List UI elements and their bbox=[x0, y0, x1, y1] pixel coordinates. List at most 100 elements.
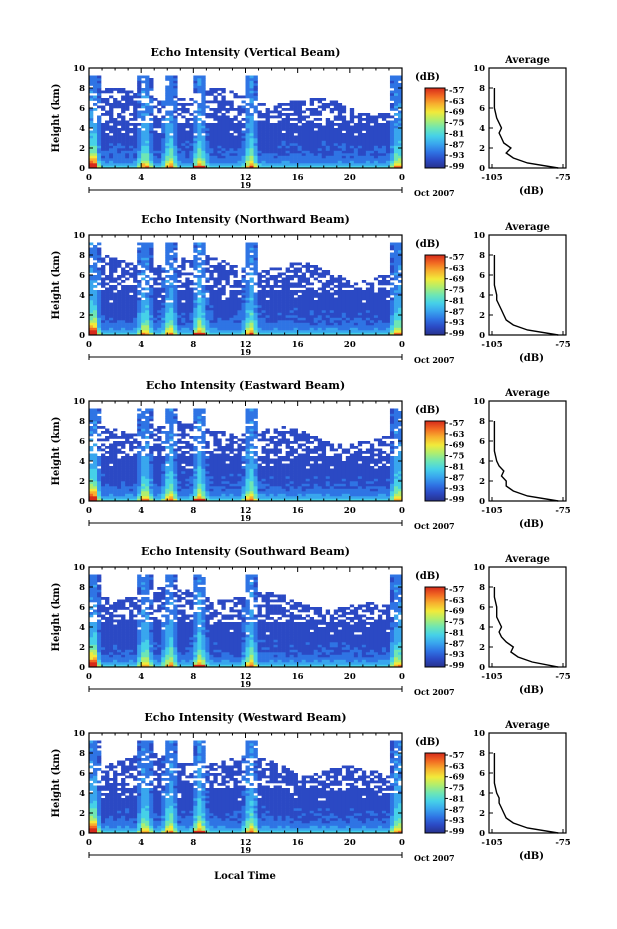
x-tick-label: 8 bbox=[190, 838, 196, 848]
avg-y-tick-label: 8 bbox=[479, 583, 485, 593]
panel-title: Echo Intensity (Eastward Beam) bbox=[146, 379, 345, 392]
colorbar-tick-label: -99 bbox=[449, 495, 464, 505]
colorbar-tick-label: -57 bbox=[449, 419, 464, 429]
x-tick-label: 0 bbox=[399, 340, 405, 350]
x-tick-label: 20 bbox=[344, 506, 356, 516]
avg-x-tick-label: -105 bbox=[481, 173, 502, 183]
average-frame bbox=[488, 566, 567, 668]
day-label: 19 bbox=[240, 513, 252, 523]
x-tick-label: 0 bbox=[86, 672, 92, 682]
y-tick-label: 6 bbox=[79, 603, 85, 613]
colorbar-tick-label: -63 bbox=[449, 762, 464, 772]
avg-x-label: (dB) bbox=[519, 519, 544, 530]
colorbar-tick-label: -87 bbox=[449, 473, 464, 483]
day-label: 19 bbox=[240, 679, 252, 689]
y-tick-label: 10 bbox=[73, 563, 85, 573]
y-axis-label: Height (km) bbox=[51, 84, 62, 153]
colorbar-tick-label: -99 bbox=[449, 162, 464, 172]
x-tick-label: 8 bbox=[190, 340, 196, 350]
x-tick-label: 20 bbox=[344, 173, 356, 183]
x-tick-label: 20 bbox=[344, 838, 356, 848]
x-tick-label: 16 bbox=[292, 506, 304, 516]
colorbar-tick-label: -75 bbox=[449, 452, 464, 462]
y-tick-label: 2 bbox=[79, 477, 85, 487]
avg-y-tick-label: 6 bbox=[479, 769, 485, 779]
average-title: Average bbox=[504, 222, 550, 233]
colorbar-tick-label: -81 bbox=[449, 462, 464, 472]
avg-y-tick-label: 8 bbox=[479, 251, 485, 261]
day-label: 19 bbox=[240, 347, 252, 357]
panel-title: Echo Intensity (Vertical Beam) bbox=[150, 46, 340, 59]
date-label: Oct 2007 bbox=[414, 355, 455, 365]
avg-x-tick-label: -75 bbox=[555, 340, 570, 350]
colorbar-tick-label: -69 bbox=[449, 607, 464, 617]
average-profile-line bbox=[493, 587, 559, 668]
average-title: Average bbox=[504, 720, 550, 731]
colorbar-units: (dB) bbox=[415, 737, 440, 748]
avg-y-tick-label: 10 bbox=[473, 397, 485, 407]
avg-y-tick-label: 2 bbox=[479, 643, 485, 653]
avg-y-tick-label: 10 bbox=[473, 64, 485, 74]
y-tick-label: 8 bbox=[79, 84, 85, 94]
colorbar-tick-label: -63 bbox=[449, 97, 464, 107]
colorbar-tick-label: -93 bbox=[449, 650, 464, 660]
colorbar-tick-label: -93 bbox=[449, 151, 464, 161]
colorbar-tick-label: -63 bbox=[449, 264, 464, 274]
y-tick-label: 2 bbox=[79, 809, 85, 819]
colorbar-tick-label: -75 bbox=[449, 784, 464, 794]
y-tick-label: 0 bbox=[79, 331, 85, 341]
heatmap-field bbox=[89, 408, 403, 502]
colorbar-tick-label: -87 bbox=[449, 805, 464, 815]
y-axis-label: Height (km) bbox=[51, 583, 62, 652]
avg-x-tick-label: -75 bbox=[555, 506, 570, 516]
x-tick-label: 8 bbox=[190, 672, 196, 682]
panel-3: Echo Intensity (Eastward Beam) 0 2 4 6 8 10 Hei… bbox=[51, 379, 571, 531]
colorbar-tick-label: -87 bbox=[449, 140, 464, 150]
colorbar bbox=[424, 420, 446, 502]
colorbar-tick-label: -81 bbox=[449, 794, 464, 804]
avg-y-tick-label: 4 bbox=[479, 291, 485, 301]
panel-1: Echo Intensity (Vertical Beam) 0 2 4 6 8 10 Hei… bbox=[51, 46, 571, 198]
avg-x-tick-label: -75 bbox=[555, 672, 570, 682]
avg-y-tick-label: 0 bbox=[479, 829, 485, 839]
colorbar-tick-label: -99 bbox=[449, 661, 464, 671]
avg-y-tick-label: 8 bbox=[479, 749, 485, 759]
colorbar-tick-label: -69 bbox=[449, 108, 464, 118]
average-frame bbox=[488, 234, 567, 336]
x-tick-label: 20 bbox=[344, 672, 356, 682]
avg-y-tick-label: 6 bbox=[479, 437, 485, 447]
y-tick-label: 6 bbox=[79, 437, 85, 447]
avg-y-tick-label: 4 bbox=[479, 789, 485, 799]
colorbar-tick-label: -69 bbox=[449, 773, 464, 783]
colorbar bbox=[424, 254, 446, 336]
y-axis-label: Height (km) bbox=[51, 749, 62, 818]
y-tick-label: 0 bbox=[79, 164, 85, 174]
colorbar-tick-label: -93 bbox=[449, 318, 464, 328]
y-tick-label: 6 bbox=[79, 271, 85, 281]
avg-x-tick-label: -75 bbox=[555, 173, 570, 183]
avg-y-tick-label: 8 bbox=[479, 84, 485, 94]
colorbar-tick-label: -69 bbox=[449, 275, 464, 285]
x-tick-label: 4 bbox=[138, 340, 144, 350]
x-tick-label: 0 bbox=[399, 173, 405, 183]
panel-2: Echo Intensity (Northward Beam) 0 2 4 6 8 10 He… bbox=[51, 213, 571, 365]
colorbar-tick-label: -81 bbox=[449, 628, 464, 638]
colorbar bbox=[424, 752, 446, 834]
x-tick-label: 4 bbox=[138, 838, 144, 848]
average-profile-line bbox=[493, 753, 559, 834]
y-tick-label: 4 bbox=[79, 457, 85, 467]
y-tick-label: 0 bbox=[79, 829, 85, 839]
panel-5: Echo Intensity (Westward Beam) 0 2 4 6 8 10 Hei… bbox=[51, 711, 571, 863]
avg-y-tick-label: 10 bbox=[473, 563, 485, 573]
panel-title: Echo Intensity (Southward Beam) bbox=[141, 545, 350, 558]
avg-y-tick-label: 6 bbox=[479, 603, 485, 613]
heatmap-field bbox=[89, 574, 403, 668]
colorbar-tick-label: -57 bbox=[449, 751, 464, 761]
colorbar bbox=[424, 586, 446, 668]
colorbar-units: (dB) bbox=[415, 72, 440, 83]
avg-y-tick-label: 10 bbox=[473, 231, 485, 241]
avg-x-tick-label: -105 bbox=[481, 340, 502, 350]
day-label: 19 bbox=[240, 180, 252, 190]
colorbar-tick-label: -99 bbox=[449, 329, 464, 339]
